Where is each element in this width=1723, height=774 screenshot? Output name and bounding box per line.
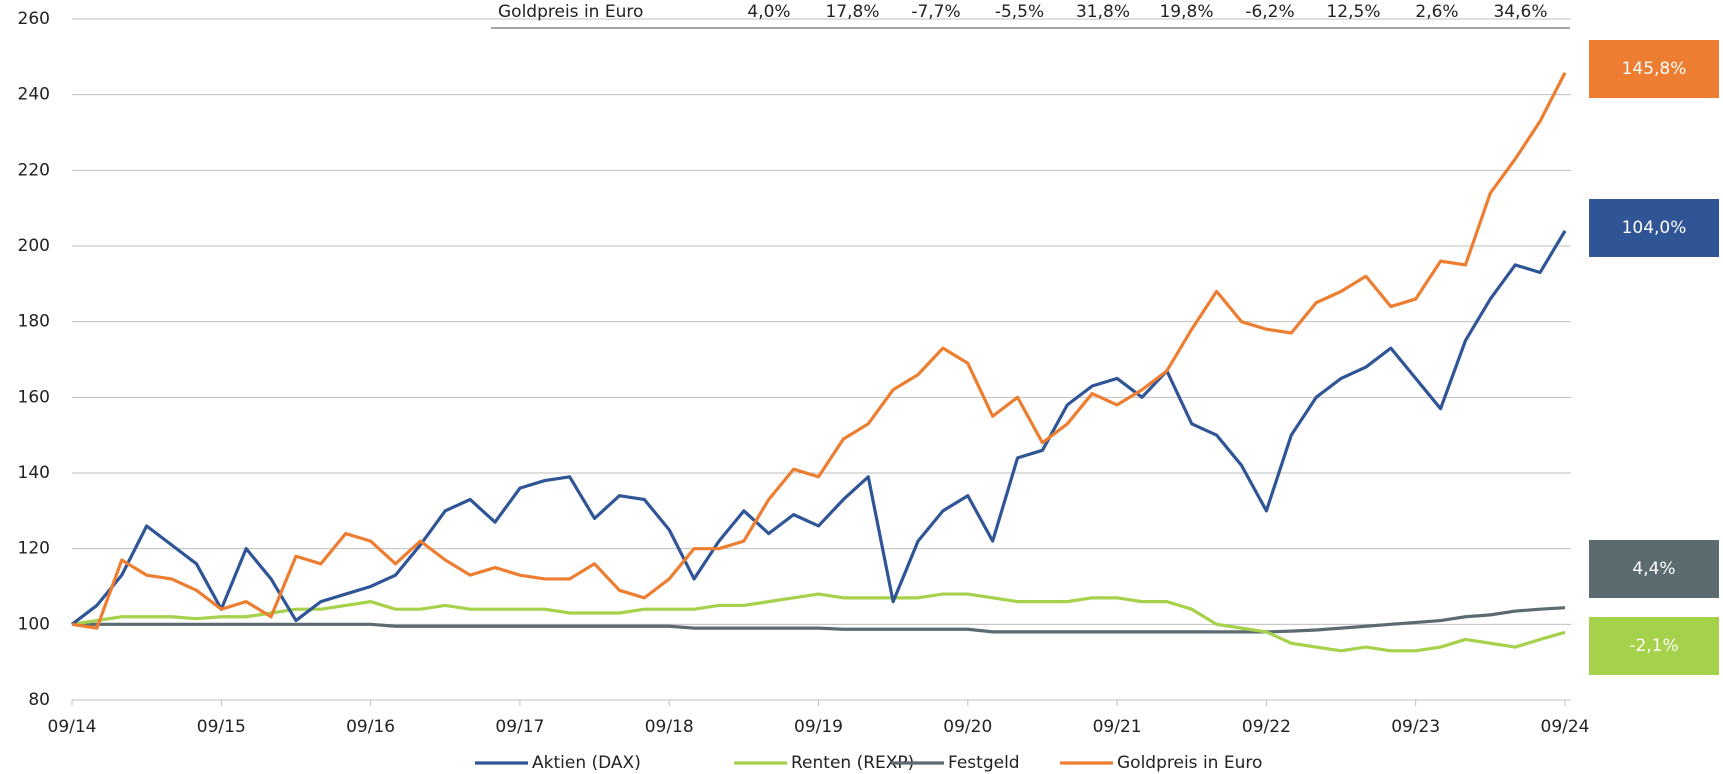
legend-label: Aktien (DAX) [532,753,641,773]
table-cell: 4,0% [747,2,790,22]
table-cell: -7,7% [911,2,960,22]
table-cell: -5,5% [995,2,1044,22]
x-tick-label: 09/20 [943,717,992,737]
end-label: 104,0% [1622,218,1687,238]
series-line [71,71,1567,630]
x-tick-label: 09/24 [1541,717,1590,737]
x-tick-label: 09/18 [645,717,694,737]
table-cell: 34,6% [1493,2,1547,22]
legend-label: Renten (REXP) [791,753,914,773]
legend-label: Goldpreis in Euro [1117,753,1262,773]
legend-label: Festgeld [948,753,1020,773]
y-tick-label: 260 [18,9,50,29]
end-label-box [1589,540,1719,598]
y-tick-label: 200 [18,236,50,256]
x-tick-label: 09/14 [48,717,97,737]
x-tick-label: 09/17 [495,717,544,737]
x-tick-label: 09/21 [1093,717,1142,737]
y-tick-label: 240 [18,85,50,105]
end-label-box [1589,40,1719,98]
x-tick-label: 09/22 [1242,717,1291,737]
x-tick-label: 09/16 [346,717,395,737]
table-cell: 17,8% [825,2,879,22]
end-label-box [1589,617,1719,675]
y-tick-label: 120 [18,539,50,559]
end-label-box [1589,199,1719,257]
series-line [71,230,1567,626]
y-tick-label: 220 [18,160,50,180]
y-tick-label: 80 [28,690,50,710]
y-tick-label: 180 [18,312,50,332]
end-label: 4,4% [1632,559,1675,579]
table-cell: 12,5% [1326,2,1380,22]
series-line [72,606,1566,634]
table-cell: 19,8% [1159,2,1213,22]
table-cell: 31,8% [1076,2,1130,22]
table-cell: 2,6% [1415,2,1458,22]
table-row-label: Goldpreis in Euro [498,2,643,22]
table-cell: -6,2% [1245,2,1294,22]
y-tick-label: 160 [18,387,50,407]
series-line [71,592,1566,653]
end-label: 145,8% [1622,59,1687,79]
y-tick-label: 140 [18,463,50,483]
x-tick-label: 09/23 [1391,717,1440,737]
y-tick-label: 100 [18,614,50,634]
end-label: -2,1% [1629,636,1678,656]
x-tick-label: 09/19 [794,717,843,737]
x-tick-label: 09/15 [197,717,246,737]
